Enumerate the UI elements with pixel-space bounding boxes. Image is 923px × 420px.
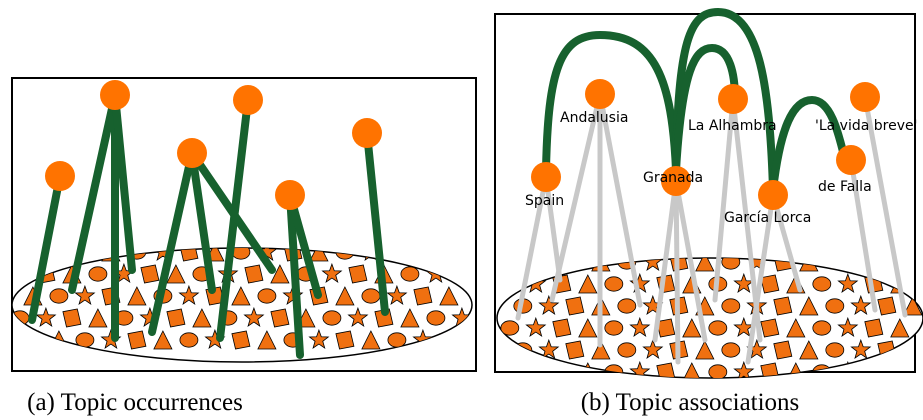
- resource: [826, 343, 844, 357]
- resource: [50, 289, 68, 303]
- resource: [401, 267, 419, 281]
- panel-a: (a) Topic occurrences: [10, 78, 476, 416]
- resource: [813, 277, 831, 291]
- topic-label: de Falla: [818, 179, 872, 195]
- resource: [167, 309, 185, 327]
- resource: [128, 331, 146, 349]
- resource: [709, 365, 727, 379]
- resource: [362, 289, 380, 303]
- topic-node: [850, 82, 880, 112]
- caption: (a) Topic occurrences: [27, 389, 243, 416]
- link: [676, 181, 678, 362]
- resource: [336, 331, 354, 349]
- resource: [232, 331, 250, 349]
- resource: [605, 321, 623, 335]
- resource: [657, 363, 675, 381]
- resource: [761, 363, 779, 381]
- topic-node: [233, 85, 263, 115]
- topic-label: La Alhambra: [688, 118, 777, 134]
- resource: [761, 319, 779, 337]
- resource: [76, 333, 94, 347]
- resource: [813, 321, 831, 335]
- resource: [89, 267, 107, 281]
- resource: [553, 319, 571, 337]
- resource: [271, 309, 289, 327]
- resource: [722, 299, 740, 313]
- resource: [258, 289, 276, 303]
- topic-label: Granada: [643, 170, 703, 186]
- resource: [722, 343, 740, 357]
- resource: [427, 311, 445, 325]
- resource: [566, 297, 584, 315]
- resource: [388, 333, 406, 347]
- resource: [709, 321, 727, 335]
- resource: [63, 309, 81, 327]
- caption: (b) Topic associations: [581, 389, 800, 416]
- figure: (a) Topic occurrences: [0, 0, 923, 420]
- topic-label: Spain: [525, 193, 564, 209]
- topic-node: [836, 145, 866, 175]
- resource: [761, 275, 779, 293]
- resource: [774, 297, 792, 315]
- topic-node: [758, 180, 788, 210]
- topic-node: [531, 162, 561, 192]
- resource: [180, 333, 198, 347]
- resource: [878, 297, 896, 315]
- resource: [865, 319, 883, 337]
- topic-node: [585, 79, 615, 109]
- resource: [141, 265, 159, 283]
- topic-label: 'La vida breve': [815, 118, 917, 134]
- topic-node: [352, 118, 382, 148]
- resource: [245, 265, 263, 283]
- resource: [566, 341, 584, 359]
- resource: [618, 343, 636, 357]
- topic-node: [100, 80, 130, 110]
- resource: [323, 311, 341, 325]
- resource: [774, 341, 792, 359]
- panel-b: Andalusia La Alhambra 'La vida breve' Sp…: [495, 12, 923, 416]
- topic-label: Andalusia: [560, 110, 628, 126]
- topic-node: [177, 138, 207, 168]
- resource: [826, 299, 844, 313]
- resource: [414, 287, 432, 305]
- topic-node: [45, 161, 75, 191]
- resource: [605, 277, 623, 291]
- resource: [618, 299, 636, 313]
- topic-label: García Lorca: [724, 210, 811, 226]
- topic-node: [718, 84, 748, 114]
- resource: [349, 265, 367, 283]
- topic-node: [275, 180, 305, 210]
